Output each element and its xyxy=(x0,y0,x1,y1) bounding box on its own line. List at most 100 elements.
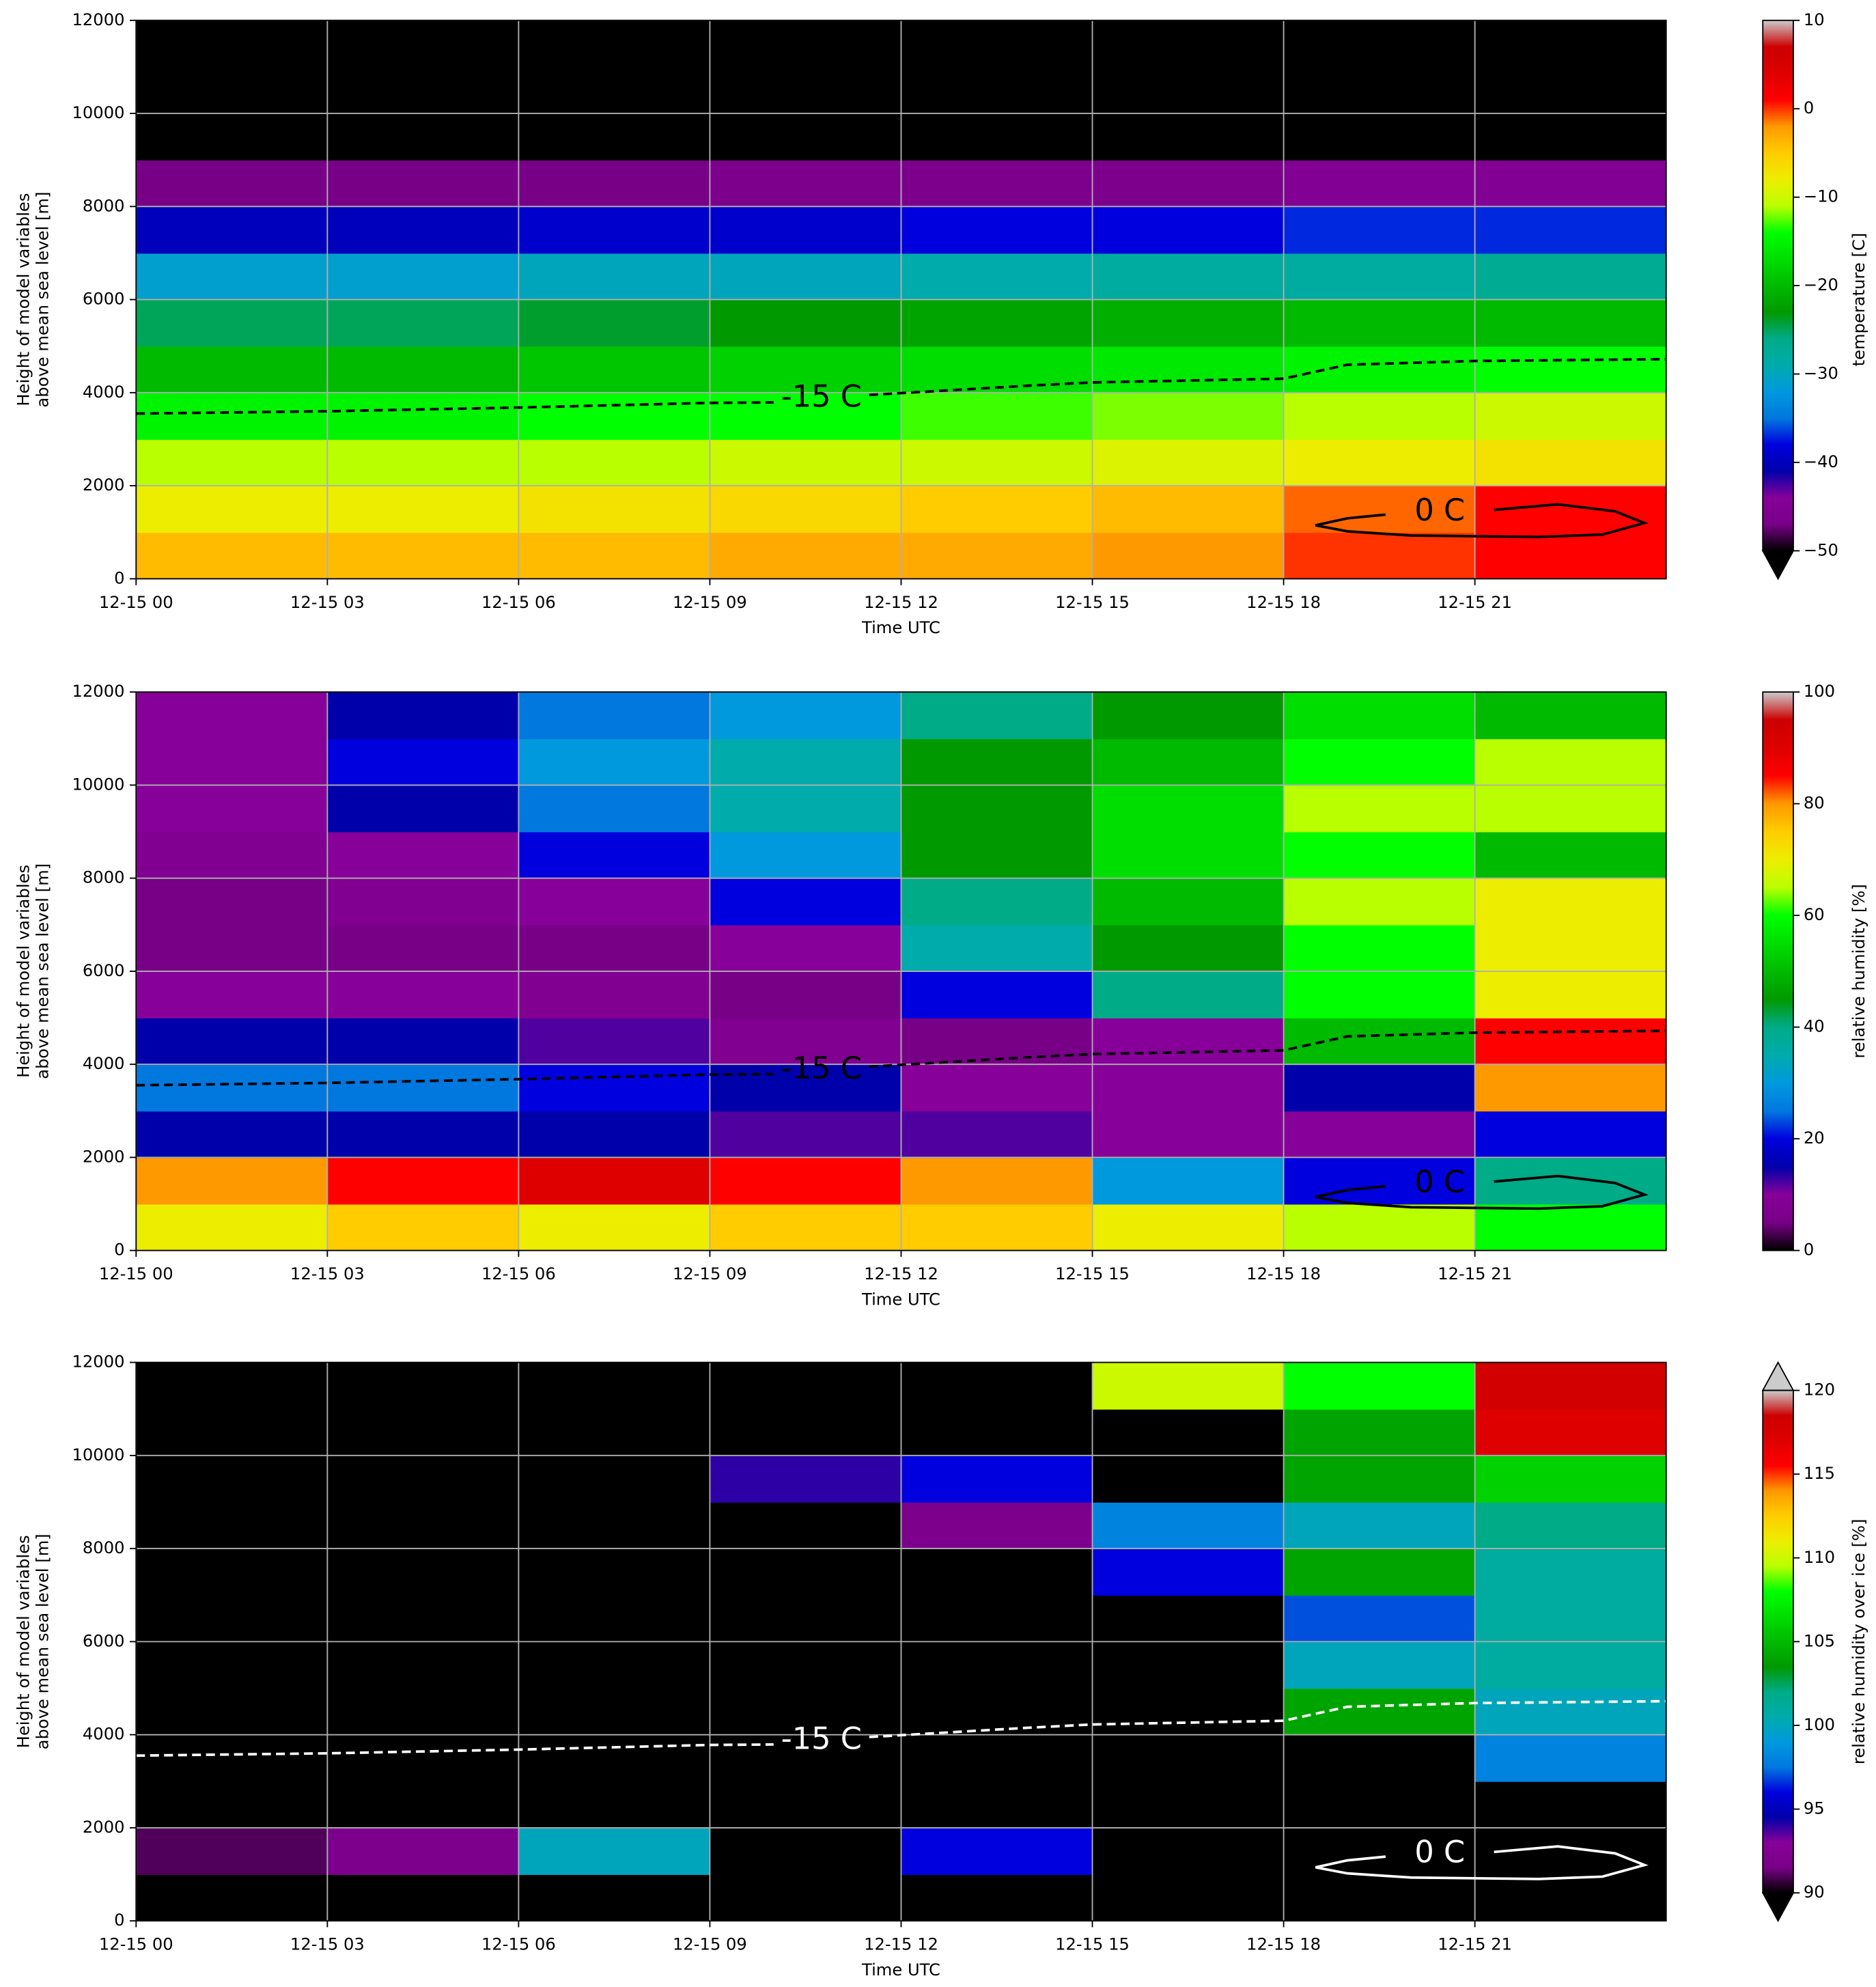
heatmap-cell xyxy=(901,1204,1093,1251)
heatmap-cell xyxy=(710,532,902,579)
contour-line xyxy=(1315,1845,1649,1880)
heatmap-cell xyxy=(901,439,1093,487)
heatmap-cell xyxy=(136,253,328,301)
colorbar-tick-label: 40 xyxy=(1804,1017,1825,1036)
heatmap-cell xyxy=(518,532,711,579)
heatmap-cell xyxy=(1092,299,1285,347)
heatmap-cell xyxy=(1283,1734,1476,1782)
heatmap-cell xyxy=(518,1827,711,1875)
heatmap-cell xyxy=(1283,785,1476,833)
heatmap-cell xyxy=(1283,20,1476,68)
heatmap-cell xyxy=(327,532,520,579)
heatmap-cell xyxy=(518,1595,711,1643)
heatmap-cell xyxy=(1474,1501,1666,1550)
heatmap-cell xyxy=(901,20,1093,68)
colorbar-tick-label: 105 xyxy=(1804,1631,1835,1650)
heatmap-cell xyxy=(710,20,902,68)
heatmap-cell xyxy=(710,160,902,208)
heatmap-cell xyxy=(518,1408,711,1456)
heatmap-cell xyxy=(518,1204,711,1251)
x-axis-label: Time UTC xyxy=(861,1960,940,1979)
y-tick-label: 8000 xyxy=(83,196,125,215)
colorbar-label: relative humidity [%] xyxy=(1849,884,1868,1058)
heatmap-cell xyxy=(901,392,1093,440)
heatmap-cell xyxy=(710,253,902,301)
heatmap-cell xyxy=(901,113,1093,161)
heatmap-cell xyxy=(327,66,520,114)
heatmap-cell xyxy=(1283,160,1476,208)
plot-area: -15 C 0 C xyxy=(136,20,1666,579)
heatmap-cell xyxy=(327,1781,520,1829)
y-tick-label: 2000 xyxy=(83,1147,125,1166)
colorbar-tick-label: 0 xyxy=(1804,98,1814,117)
x-tick-label: 12-15 15 xyxy=(1055,1935,1130,1954)
heatmap-cell xyxy=(710,1688,902,1736)
heatmap-cell xyxy=(327,1408,520,1456)
heatmap-cell xyxy=(518,20,711,68)
y-tick-label: 12000 xyxy=(72,10,125,29)
x-tick-label: 12-15 06 xyxy=(481,1264,556,1283)
heatmap-cell xyxy=(327,692,520,740)
x-tick-label: 12-15 21 xyxy=(1438,1264,1512,1283)
heatmap-cell xyxy=(901,66,1093,114)
heatmap-cell xyxy=(327,253,520,301)
heatmap-cell xyxy=(901,1595,1093,1643)
heatmap-cell xyxy=(1283,1688,1476,1736)
heatmap-cell xyxy=(136,1827,328,1875)
heatmap-cell xyxy=(901,1111,1093,1158)
heatmap-cell xyxy=(1474,66,1666,114)
heatmap-cell xyxy=(901,1501,1093,1550)
heatmap-cell xyxy=(1283,66,1476,114)
heatmap-cell xyxy=(136,971,328,1018)
heatmap-cell xyxy=(1092,346,1285,393)
x-tick-label: 12-15 12 xyxy=(864,593,938,612)
heatmap-cell xyxy=(710,1064,902,1112)
heatmap-cell xyxy=(518,299,711,347)
colorbar-tick-label: 10 xyxy=(1804,10,1825,29)
heatmap-cell xyxy=(901,1157,1093,1205)
heatmap-cell xyxy=(327,20,520,68)
heatmap-cell xyxy=(136,1595,328,1643)
heatmap-cell xyxy=(1092,738,1285,786)
colorbar-tick-label: 20 xyxy=(1804,1128,1825,1148)
heatmap-cell xyxy=(1092,1362,1285,1410)
heatmap-cell xyxy=(1283,1455,1476,1503)
heatmap-cell xyxy=(136,392,328,440)
heatmap-cell xyxy=(901,1408,1093,1456)
colorbar-tick-label: 60 xyxy=(1804,905,1825,924)
heatmap-cell xyxy=(901,1548,1093,1596)
heatmap-cell xyxy=(901,738,1093,786)
heatmap-cell xyxy=(1474,878,1666,926)
heatmap-cell xyxy=(1474,924,1666,972)
heatmap-cell xyxy=(710,1111,902,1158)
heatmap-cell xyxy=(710,1408,902,1456)
heatmap-cell xyxy=(1092,486,1285,533)
x-tick-label: 12-15 03 xyxy=(290,1935,365,1954)
heatmap-cell xyxy=(710,738,902,786)
heatmap-cell xyxy=(136,346,328,393)
x-tick-label: 12-15 09 xyxy=(673,1264,747,1283)
heatmap-cell xyxy=(518,785,711,833)
heatmap-cell xyxy=(1092,1204,1285,1251)
heatmap-cell xyxy=(710,66,902,114)
x-tick-label: 12-15 21 xyxy=(1438,1935,1512,1954)
heatmap-cell xyxy=(1474,160,1666,208)
heatmap-cell xyxy=(518,1455,711,1503)
heatmap-cell xyxy=(1092,831,1285,879)
heatmap-cell xyxy=(710,1874,902,1921)
heatmap-cell xyxy=(1092,66,1285,114)
colorbar-label: relative humidity over ice [%] xyxy=(1849,1519,1868,1765)
plot-area: -15 C 0 C xyxy=(136,692,1666,1251)
heatmap-cell xyxy=(136,1781,328,1829)
heatmap-cell xyxy=(901,206,1093,254)
y-tick-label: 0 xyxy=(114,1240,124,1260)
colorbar-tick-label: 95 xyxy=(1804,1799,1825,1818)
heatmap-cell xyxy=(327,1548,520,1596)
colorbar xyxy=(1763,1390,1793,1893)
y-tick-label: 2000 xyxy=(83,475,125,495)
heatmap-cell xyxy=(1092,113,1285,161)
heatmap-cell xyxy=(1474,692,1666,740)
heatmap-cell xyxy=(710,113,902,161)
heatmap-cell xyxy=(1283,1595,1476,1643)
heatmap-cell xyxy=(327,486,520,533)
